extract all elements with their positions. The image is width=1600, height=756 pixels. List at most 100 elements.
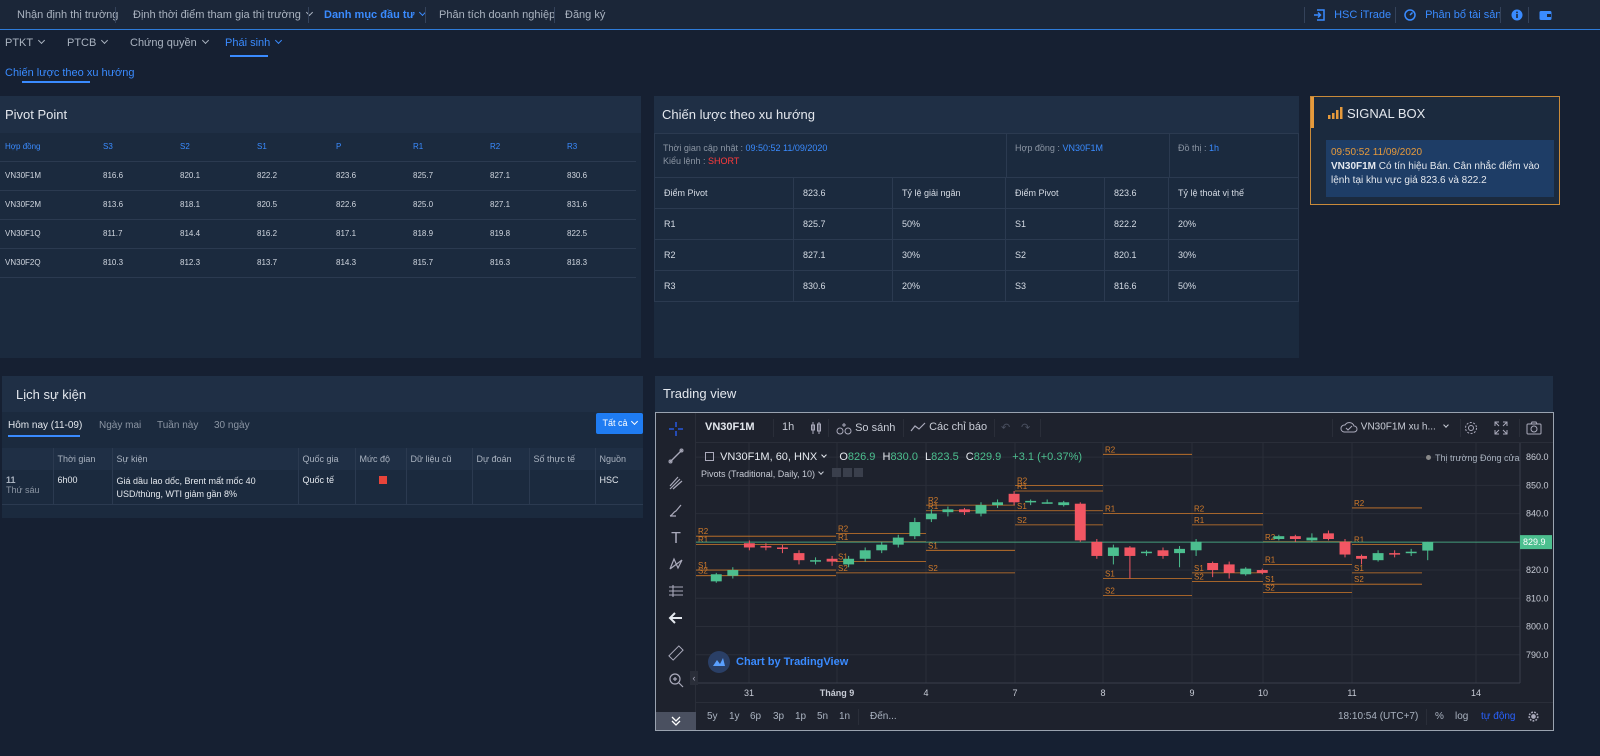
col-header: Quốc gia: [298, 448, 356, 470]
eye-icon[interactable]: [831, 468, 841, 477]
event-date: 11 Thứ sáu: [2, 470, 54, 504]
range-1n[interactable]: 1n: [839, 711, 851, 722]
range-3p[interactable]: 3p: [773, 711, 785, 722]
tradingview-watermark[interactable]: Chart by TradingView: [708, 651, 848, 673]
time-tick-label: 7: [1012, 688, 1017, 698]
undo-button[interactable]: ↶: [1001, 421, 1010, 434]
nav-dang-ky[interactable]: Đăng ký: [565, 9, 606, 21]
collapse-legend-icon[interactable]: [705, 452, 714, 461]
legend-symbol[interactable]: VN30F1M, 60, HNX: [720, 451, 818, 463]
col-header: Sự kiện: [112, 448, 299, 470]
pattern-tool[interactable]: [666, 556, 686, 576]
time-tick-label: 14: [1471, 688, 1481, 698]
close-value: 829.9: [973, 451, 1002, 463]
subnav-phai-sinh[interactable]: Phái sinh: [225, 32, 283, 54]
chart-top-toolbar: VN30F1M 1h So sánh Các chỉ báo ↶ ↷ VN30F…: [696, 413, 1553, 443]
zoom-tool[interactable]: [666, 672, 686, 692]
filter-dropdown[interactable]: Tất cả: [596, 413, 643, 434]
divider: [554, 7, 555, 23]
table-row: VN30F2Q 810.3 812.3 813.7 814.3 815.7 816.3 818…: [0, 247, 636, 277]
cell: 827.1: [485, 160, 562, 190]
brush-tool[interactable]: [666, 502, 686, 522]
tab-30days[interactable]: 30 ngày: [214, 420, 250, 431]
fib-tool[interactable]: [666, 475, 686, 495]
back-tool[interactable]: [666, 610, 686, 630]
subnav-ptcb[interactable]: PTCB: [67, 32, 109, 54]
ruler-icon: [668, 645, 684, 661]
crosshair-tool[interactable]: [666, 421, 686, 441]
event-country: Quốc tế: [298, 470, 356, 504]
range-6p[interactable]: 6p: [750, 711, 762, 722]
close-icon[interactable]: [853, 468, 863, 477]
update-time: Thời gian cập nhật : 09:50:52 11/09/2020: [663, 143, 828, 153]
info-button[interactable]: [1511, 0, 1523, 30]
gear-icon[interactable]: [842, 468, 852, 477]
phan-bo-link[interactable]: Phân bổ tài sản: [1404, 0, 1502, 30]
redo-button[interactable]: ↷: [1021, 421, 1030, 434]
nav-phan-tich[interactable]: Phân tích doanh nghiệp: [439, 9, 556, 21]
subnav-chien-luoc[interactable]: Chiến lược theo xu hướng: [5, 67, 135, 79]
cell: 815.7: [408, 247, 485, 277]
trendline-tool[interactable]: [666, 448, 686, 468]
more-tools-button[interactable]: [656, 712, 696, 730]
cell: 825.0: [408, 189, 485, 219]
chevron-down-icon: [38, 36, 46, 45]
interval-button[interactable]: 1h: [782, 421, 795, 433]
chevron-down-icon: [201, 36, 209, 45]
pivot-label: R2: [1194, 505, 1205, 514]
cell: 820.5: [252, 189, 331, 219]
event-text: Giá dầu lao dốc, Brent mất mốc 40 USD/th…: [112, 470, 299, 504]
symbol-search[interactable]: VN30F1M: [705, 421, 755, 433]
pivot-label: S1: [1017, 502, 1027, 511]
candlestick-chart[interactable]: R2R1S1S2R2R1S1S2R2R1S1S2R2R1S1S2R2R1S1S2…: [696, 443, 1553, 703]
subnav-ptkt[interactable]: PTKT: [5, 32, 46, 54]
snapshot-button[interactable]: [1526, 421, 1542, 438]
tab-tomorrow[interactable]: Ngày mai: [99, 420, 142, 431]
table-row: R2 827.1 30% S2 820.1 30%: [654, 239, 1299, 271]
range-1p[interactable]: 1p: [795, 711, 807, 722]
cell: 20%: [892, 270, 1006, 302]
chart-type-button[interactable]: [809, 421, 823, 438]
strategy-info: Thời gian cập nhật : 09:50:52 11/09/2020…: [654, 133, 1299, 178]
col-header: Điểm Pivot: [654, 177, 794, 209]
tab-today[interactable]: Hôm nay (11-09): [8, 420, 83, 431]
time-tick-label: 11: [1347, 688, 1356, 698]
nav-dinh-thoi-diem[interactable]: Định thời điểm tham gia thị trường: [133, 0, 313, 30]
nav-nhan-dinh[interactable]: Nhận định thị trường: [17, 9, 119, 21]
divider: [1426, 709, 1427, 725]
measure-tool[interactable]: [666, 583, 686, 603]
candle-body: [843, 558, 855, 565]
range-5n[interactable]: 5n: [817, 711, 829, 722]
clock[interactable]: 18:10:54 (UTC+7): [1338, 711, 1419, 722]
pivot-label: R2: [698, 527, 709, 536]
text-tool[interactable]: T: [666, 529, 686, 549]
compare-button[interactable]: So sánh: [836, 421, 895, 435]
cloud-icon: [1340, 422, 1358, 433]
pivot-label: R1: [1354, 536, 1365, 545]
hsc-itrade-link[interactable]: HSC iTrade: [1313, 0, 1391, 30]
nav-danh-muc[interactable]: Danh mục đầu tư: [324, 0, 427, 30]
time-axis: 31 Tháng 9 4 7 8 9 10 11 14: [696, 682, 1520, 698]
subnav-chung-quyen[interactable]: Chứng quyền: [130, 32, 209, 54]
range-5y[interactable]: 5y: [707, 711, 718, 722]
log-toggle[interactable]: log: [1455, 711, 1469, 722]
pivots-legend[interactable]: Pivots (Traditional, Daily, 10): [701, 468, 863, 479]
tab-week[interactable]: Tuần này: [157, 420, 199, 431]
status-dot-icon: [1426, 455, 1431, 460]
fullscreen-button[interactable]: [1494, 421, 1508, 438]
auto-toggle[interactable]: tự động: [1481, 711, 1516, 722]
settings-button[interactable]: [1464, 421, 1478, 438]
percent-toggle[interactable]: %: [1435, 711, 1444, 722]
chart-settings-button[interactable]: [1528, 711, 1539, 725]
cell: 830.6: [793, 270, 893, 302]
save-layout-button[interactable]: VN30F1M xu h...: [1340, 421, 1449, 433]
goto-date-button[interactable]: Đến...: [870, 711, 897, 722]
candle-body: [876, 544, 888, 551]
indicators-button[interactable]: Các chỉ báo: [910, 421, 987, 433]
ruler-tool[interactable]: [666, 645, 686, 665]
range-1y[interactable]: 1y: [729, 711, 740, 722]
collapse-toolbar-button[interactable]: ‹: [690, 671, 698, 685]
wallet-button[interactable]: [1539, 0, 1552, 30]
col-header: Tỷ lệ giải ngân: [892, 177, 1006, 209]
candle-body: [1091, 541, 1103, 556]
